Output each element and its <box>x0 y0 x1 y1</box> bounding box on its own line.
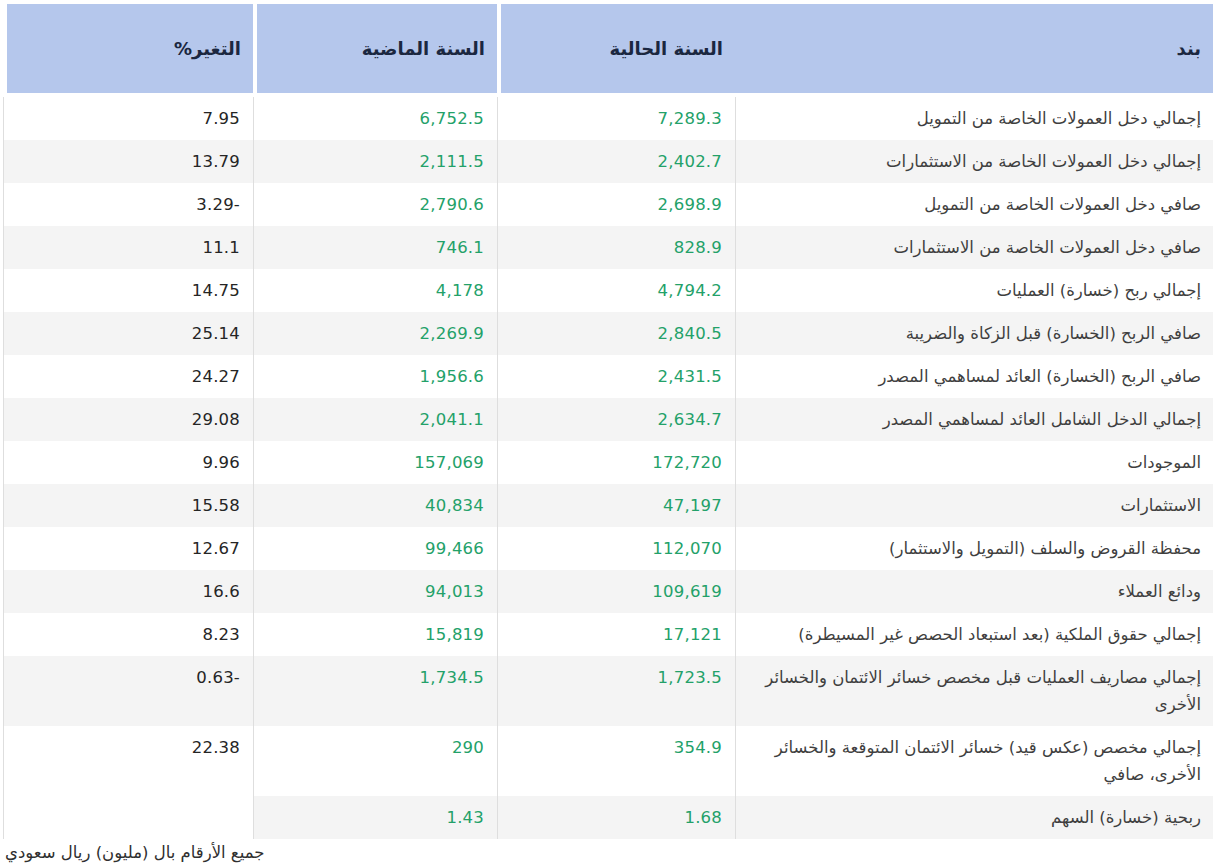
item-cell: إجمالي حقوق الملكية (بعد استبعاد الحصص غ… <box>735 613 1213 656</box>
item-cell: إجمالي الدخل الشامل العائد لمساهمي المصد… <box>735 398 1213 441</box>
change-pct-cell: 9.96 <box>3 441 253 484</box>
table-row: إجمالي دخل العمولات الخاصة من الاستثمارا… <box>3 140 1213 183</box>
change-pct-cell: 24.27 <box>3 355 253 398</box>
current-year-cell: 354.9 <box>497 726 735 796</box>
change-pct-cell <box>3 796 253 839</box>
item-cell: صافي دخل العمولات الخاصة من التمويل <box>735 183 1213 226</box>
item-cell: محفظة القروض والسلف (التمويل والاستثمار) <box>735 527 1213 570</box>
header-row: بند السنة الحالية السنة الماضية التغير% <box>3 4 1213 97</box>
item-cell: صافي الربح (الخسارة) العائد لمساهمي المص… <box>735 355 1213 398</box>
change-pct-cell: 25.14 <box>3 312 253 355</box>
current-year-cell: 1.68 <box>497 796 735 839</box>
previous-year-cell: 4,178 <box>253 269 497 312</box>
current-year-cell: 2,402.7 <box>497 140 735 183</box>
financial-summary-page: بند السنة الحالية السنة الماضية التغير% … <box>0 0 1215 863</box>
table-row: صافي الربح (الخسارة) العائد لمساهمي المص… <box>3 355 1213 398</box>
item-cell: الموجودات <box>735 441 1213 484</box>
previous-year-cell: 40,834 <box>253 484 497 527</box>
previous-year-cell: 157,069 <box>253 441 497 484</box>
change-pct-cell: 15.58 <box>3 484 253 527</box>
table-row: إجمالي ربح (خسارة) العمليات4,794.24,1781… <box>3 269 1213 312</box>
current-year-cell: 112,070 <box>497 527 735 570</box>
change-pct-cell: 3.29- <box>3 183 253 226</box>
item-cell: الاستثمارات <box>735 484 1213 527</box>
table-row: إجمالي الدخل الشامل العائد لمساهمي المصد… <box>3 398 1213 441</box>
change-pct-cell: 22.38 <box>3 726 253 796</box>
change-pct-cell: 12.67 <box>3 527 253 570</box>
table-row: إجمالي حقوق الملكية (بعد استبعاد الحصص غ… <box>3 613 1213 656</box>
item-cell: ودائع العملاء <box>735 570 1213 613</box>
previous-year-cell: 2,790.6 <box>253 183 497 226</box>
table-row: الاستثمارات47,19740,83415.58 <box>3 484 1213 527</box>
item-cell: إجمالي مخصص (عكس قيد) خسائر الائتمان الم… <box>735 726 1213 796</box>
column-header-current-year: السنة الحالية <box>497 4 735 97</box>
current-year-cell: 17,121 <box>497 613 735 656</box>
current-year-cell: 828.9 <box>497 226 735 269</box>
financials-table: بند السنة الحالية السنة الماضية التغير% … <box>3 4 1213 839</box>
item-cell: إجمالي دخل العمولات الخاصة من الاستثمارا… <box>735 140 1213 183</box>
current-year-cell: 109,619 <box>497 570 735 613</box>
previous-year-cell: 2,111.5 <box>253 140 497 183</box>
change-pct-cell: 8.23 <box>3 613 253 656</box>
change-pct-cell: 14.75 <box>3 269 253 312</box>
previous-year-cell: 290 <box>253 726 497 796</box>
change-pct-cell: 29.08 <box>3 398 253 441</box>
table-row: صافي دخل العمولات الخاصة من التمويل2,698… <box>3 183 1213 226</box>
table-body: إجمالي دخل العمولات الخاصة من التمويل7,2… <box>3 97 1213 839</box>
item-cell: صافي دخل العمولات الخاصة من الاستثمارات <box>735 226 1213 269</box>
current-year-cell: 2,840.5 <box>497 312 735 355</box>
current-year-cell: 1,723.5 <box>497 656 735 726</box>
change-pct-cell: 0.63- <box>3 656 253 726</box>
table-row: محفظة القروض والسلف (التمويل والاستثمار)… <box>3 527 1213 570</box>
table-row: ربحية (خسارة) السهم1.681.43 <box>3 796 1213 839</box>
previous-year-cell: 2,269.9 <box>253 312 497 355</box>
column-header-item: بند <box>735 4 1213 97</box>
table-row: ودائع العملاء109,61994,01316.6 <box>3 570 1213 613</box>
previous-year-cell: 746.1 <box>253 226 497 269</box>
item-cell: إجمالي ربح (خسارة) العمليات <box>735 269 1213 312</box>
change-pct-cell: 11.1 <box>3 226 253 269</box>
table-row: إجمالي مصاريف العمليات قبل مخصص خسائر ال… <box>3 656 1213 726</box>
current-year-cell: 2,698.9 <box>497 183 735 226</box>
table-row: إجمالي مخصص (عكس قيد) خسائر الائتمان الم… <box>3 726 1213 796</box>
previous-year-cell: 99,466 <box>253 527 497 570</box>
previous-year-cell: 6,752.5 <box>253 97 497 140</box>
table-row: صافي الربح (الخسارة) قبل الزكاة والضريبة… <box>3 312 1213 355</box>
current-year-cell: 172,720 <box>497 441 735 484</box>
current-year-cell: 4,794.2 <box>497 269 735 312</box>
column-header-previous-year: السنة الماضية <box>253 4 497 97</box>
previous-year-cell: 94,013 <box>253 570 497 613</box>
change-pct-cell: 7.95 <box>3 97 253 140</box>
previous-year-cell: 15,819 <box>253 613 497 656</box>
change-pct-cell: 13.79 <box>3 140 253 183</box>
table-row: صافي دخل العمولات الخاصة من الاستثمارات8… <box>3 226 1213 269</box>
item-cell: ربحية (خسارة) السهم <box>735 796 1213 839</box>
item-cell: إجمالي دخل العمولات الخاصة من التمويل <box>735 97 1213 140</box>
item-cell: إجمالي مصاريف العمليات قبل مخصص خسائر ال… <box>735 656 1213 726</box>
column-header-change-pct: التغير% <box>3 4 253 97</box>
previous-year-cell: 2,041.1 <box>253 398 497 441</box>
current-year-cell: 7,289.3 <box>497 97 735 140</box>
current-year-cell: 2,634.7 <box>497 398 735 441</box>
table-row: الموجودات172,720157,0699.96 <box>3 441 1213 484</box>
table-row: إجمالي دخل العمولات الخاصة من التمويل7,2… <box>3 97 1213 140</box>
table-header: بند السنة الحالية السنة الماضية التغير% <box>3 4 1213 97</box>
previous-year-cell: 1,734.5 <box>253 656 497 726</box>
change-pct-cell: 16.6 <box>3 570 253 613</box>
previous-year-cell: 1.43 <box>253 796 497 839</box>
current-year-cell: 47,197 <box>497 484 735 527</box>
footer-note: جميع الأرقام بال (مليون) ريال سعودي <box>3 839 1213 863</box>
current-year-cell: 2,431.5 <box>497 355 735 398</box>
previous-year-cell: 1,956.6 <box>253 355 497 398</box>
item-cell: صافي الربح (الخسارة) قبل الزكاة والضريبة <box>735 312 1213 355</box>
